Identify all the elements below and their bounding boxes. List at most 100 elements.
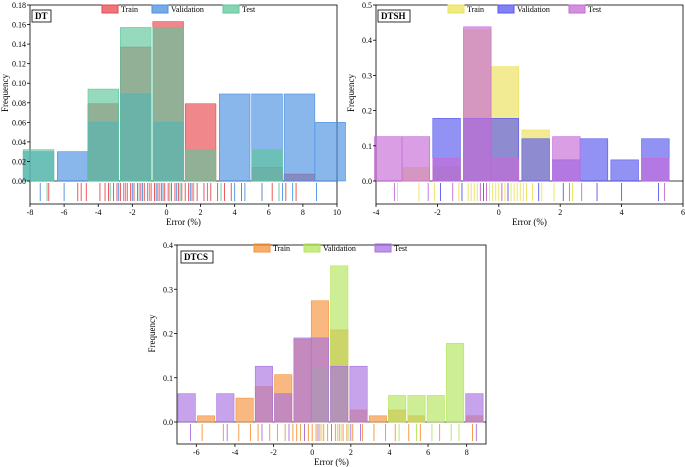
bar-train-1 (196, 415, 215, 423)
y-tick-label-3: 0.3 (163, 285, 173, 294)
bar-test-0 (177, 393, 196, 423)
legend-label-train: Train (273, 244, 290, 253)
bar-test-2 (216, 393, 235, 423)
legend-swatch-train (447, 4, 465, 14)
y-tick-label-5: 0.5 (362, 1, 372, 10)
x-tick-label-8: 8 (301, 208, 305, 217)
panel-tag-box (180, 250, 214, 264)
bar-test-3 (120, 27, 152, 182)
chart-panel-dtsh: -4 -2 0 2 4 6 0.0 0.1 0.2 0.3 0.4 0.5 Error (%) Frequ… (346, 1, 685, 227)
legend-swatch-validation (303, 243, 321, 253)
y-axis-title: Frequency (346, 74, 356, 112)
plot-frame (375, 4, 684, 205)
y-tick-label-4: 0.4 (362, 36, 372, 45)
x-tick-label-9: 10 (333, 208, 341, 217)
legend-label-test: Test (394, 244, 408, 253)
bar-test-9 (349, 365, 368, 423)
bar-test-8 (330, 365, 349, 423)
chart-panel-dt: -8 -6 -4 -2 0 2 4 6 8 10 0.00 0.02 0.04 0.06 0.08 0.10 0… (0, 1, 346, 227)
y-axis-title: Frequency (147, 314, 157, 352)
x-tick-label-2: 0 (497, 208, 501, 217)
bar-test-4 (254, 365, 273, 423)
bar-test-3 (463, 26, 492, 182)
legend-label-validation: Validation (323, 244, 356, 253)
legend-label-validation: Validation (517, 5, 550, 14)
bar-validation-8 (610, 159, 639, 182)
x-tick-label-2: -4 (95, 208, 102, 217)
legend-swatch-test (222, 4, 240, 14)
legend-swatch-test (374, 243, 392, 253)
y-tick-label-7: 0.14 (12, 40, 26, 49)
x-tick-label-0: -6 (193, 448, 200, 457)
x-axis-title: Error (%) (512, 217, 547, 227)
y-tick-label-2: 0.04 (12, 138, 26, 147)
x-axis-title: Error (%) (314, 457, 349, 467)
y-tick-label-0: 0.0 (362, 177, 372, 186)
legend-swatch-test (568, 4, 586, 14)
y-tick-label-2: 0.2 (163, 330, 173, 339)
y-tick-label-0: 0.0 (163, 418, 173, 427)
x-tick-label-5: 4 (387, 448, 391, 457)
bar-validation-11 (388, 395, 407, 423)
y-axis-title: Frequency (0, 74, 10, 112)
y-tick-label-3: 0.06 (12, 118, 26, 127)
panel-tag-label: DTCS (184, 252, 208, 262)
legend-swatch-validation (151, 4, 169, 14)
x-tick-label-1: -6 (61, 208, 68, 217)
y-tick-label-4: 0.08 (12, 99, 26, 108)
x-axis-title: Error (%) (166, 217, 201, 227)
y-tick-label-1: 0.02 (12, 157, 26, 166)
legend: Train Validation Test (253, 243, 408, 253)
bar-test-7 (310, 337, 329, 423)
y-tick-label-5: 0.10 (12, 79, 26, 88)
x-tick-label-6: 6 (426, 448, 430, 457)
bar-test-2 (432, 158, 461, 182)
bar-test-7 (251, 149, 283, 182)
y-tick-label-3: 0.3 (362, 71, 372, 80)
y-tick-label-4: 0.4 (163, 241, 173, 250)
bar-test-0 (22, 149, 55, 182)
x-tick-label-5: 2 (199, 208, 203, 217)
bar-validation-13 (426, 395, 445, 423)
panel-tag-box (377, 9, 411, 23)
bar-test-0 (374, 136, 403, 182)
x-tick-label-4: 0 (164, 208, 168, 217)
panel-tag: DTCS (180, 250, 214, 264)
legend-label-train: Train (121, 5, 138, 14)
bar-train-3 (235, 397, 254, 423)
x-tick-label-1: -4 (232, 448, 239, 457)
y-tick-label-6: 0.12 (12, 60, 26, 69)
plot-frame (176, 244, 487, 445)
bar-test-15 (465, 393, 484, 423)
legend-swatch-train (101, 4, 119, 14)
panel-tag-label: DT (35, 11, 48, 21)
bar-test-5 (274, 393, 293, 423)
panel-tag: DTSH (377, 9, 411, 23)
bar-test-2 (87, 88, 119, 182)
bar-test-9 (641, 158, 670, 182)
x-tick-label-2: -2 (270, 448, 277, 457)
bar-test-4 (152, 27, 184, 182)
panel-tag-label: DTSH (381, 11, 406, 21)
x-tick-label-3: 0 (310, 448, 314, 457)
bar-test-4 (490, 158, 520, 182)
bar-validation-7 (579, 138, 609, 182)
x-tick-label-6: 4 (233, 208, 237, 217)
legend: Train Validation Test (447, 4, 602, 14)
legend-label-test: Test (588, 5, 602, 14)
x-tick-label-4: 2 (349, 448, 353, 457)
y-tick-label-9: 0.18 (12, 1, 26, 10)
y-tick-label-1: 0.1 (163, 374, 173, 383)
bar-train-10 (368, 415, 387, 423)
chart-panel-dtcs: -6 -4 -2 0 2 4 6 8 0.0 0.1 0.2 0.3 0.4 Error (%) Frequ… (147, 241, 487, 467)
x-tick-label-1: -2 (434, 208, 441, 217)
legend-label-train: Train (467, 5, 484, 14)
y-tick-label-8: 0.16 (12, 21, 26, 30)
x-tick-label-3: -2 (129, 208, 136, 217)
x-tick-label-5: 6 (681, 208, 685, 217)
legend-label-test: Test (242, 5, 256, 14)
plot-frame (29, 4, 338, 205)
bar-validation-5 (521, 138, 550, 182)
bar-validation-9 (314, 122, 346, 182)
x-tick-label-0: -8 (27, 208, 34, 217)
